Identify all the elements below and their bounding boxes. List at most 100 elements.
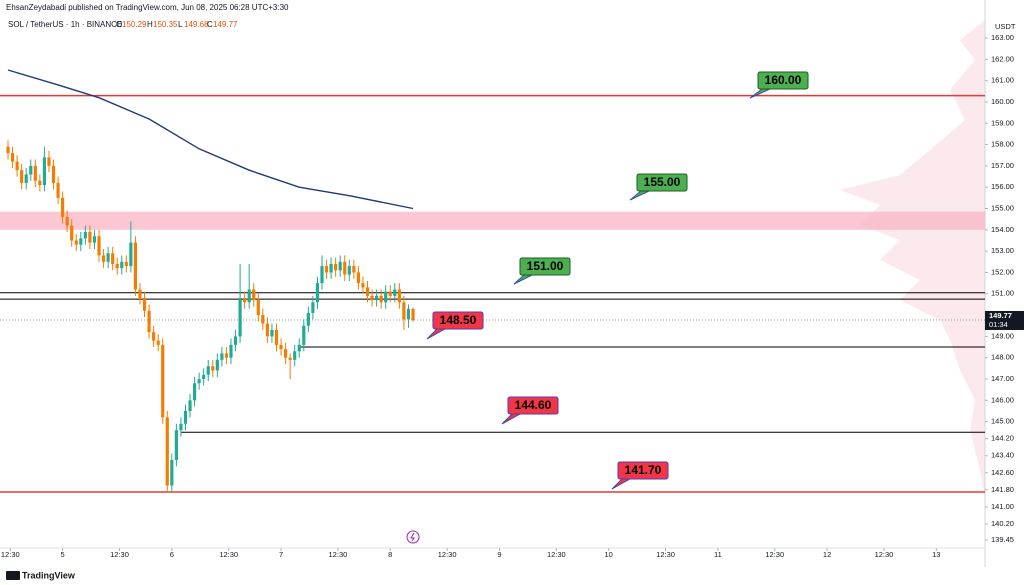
candle-body (83, 231, 87, 239)
y-tick-label: 151.00 (991, 289, 1014, 298)
footer-bar (0, 567, 1024, 585)
candle-body (270, 329, 274, 337)
y-tick-label: 145.00 (991, 417, 1014, 426)
ohlc-value: 149.68 (184, 20, 209, 29)
candle-body (402, 302, 406, 320)
x-tick-label: 12:30 (219, 550, 238, 559)
candle-body (188, 400, 192, 411)
candle-body (129, 242, 133, 267)
candle-body (197, 379, 201, 384)
callout-box (432, 311, 484, 330)
candle-body (311, 302, 315, 313)
x-tick-label: 11 (714, 550, 722, 559)
candle-body (142, 298, 147, 311)
candle-body (406, 308, 411, 320)
x-tick-label: 12:30 (547, 550, 566, 559)
candle-body (161, 344, 165, 418)
y-tick-label: 159.00 (991, 118, 1014, 127)
y-tick-label: 148.00 (991, 353, 1014, 362)
x-tick-label: 12:30 (765, 550, 784, 559)
candle-body (56, 182, 60, 198)
candle-body (165, 417, 169, 486)
candle-body (215, 359, 219, 371)
moving-average (7, 69, 414, 210)
candle-body (183, 410, 188, 424)
ohlc-value: 150.35 (153, 20, 178, 29)
y-tick-label: 149.00 (991, 331, 1014, 340)
candle-body (211, 366, 215, 371)
candle-body (379, 295, 383, 303)
candle-body (229, 344, 233, 358)
y-tick-label: 147.00 (991, 374, 1014, 383)
y-tick-label: 160.00 (991, 97, 1014, 106)
x-tick-label: 12:30 (656, 550, 675, 559)
candle-body (170, 459, 174, 486)
candle-body (320, 266, 324, 284)
ohlc-key: H (147, 20, 153, 29)
candle-body (24, 174, 28, 183)
publisher: EhsanZeydabadi published on TradingView.… (6, 3, 289, 12)
y-tick-label: 146.00 (991, 395, 1014, 404)
candle-body (51, 165, 56, 183)
y-tick-label: 156.00 (991, 182, 1014, 191)
candle-body (397, 289, 401, 303)
candle-body (38, 180, 42, 186)
x-tick-label: 8 (388, 550, 392, 559)
candle-body (238, 298, 242, 337)
candle-body (288, 357, 292, 360)
y-tick-label: 158.00 (991, 140, 1014, 149)
candle-body (206, 366, 210, 375)
ohlc-value: 150.29 (122, 20, 147, 29)
candle-body (297, 344, 301, 352)
y-tick-label: 139.45 (991, 535, 1014, 544)
candle-body (106, 253, 110, 262)
candle-body (315, 283, 320, 303)
candle-body (247, 289, 251, 303)
callout-label: 144.60 (515, 398, 552, 412)
candle-body (306, 312, 310, 326)
candle-body (347, 266, 351, 275)
brand-logo (6, 571, 20, 580)
candle-body (243, 298, 247, 303)
candle-body (279, 344, 283, 350)
candle-body (233, 336, 238, 345)
candle-body (33, 165, 37, 181)
ohlc-value: 149.77 (213, 20, 238, 29)
y-tick-label: 162.00 (991, 54, 1014, 63)
candle-body (120, 261, 124, 269)
candle-body (252, 289, 256, 301)
countdown: 01:34 (989, 320, 1008, 329)
callout-label: 148.50 (440, 313, 477, 327)
candle-body (10, 153, 15, 162)
callout-pointer (611, 478, 631, 490)
x-tick-label: 6 (170, 550, 174, 559)
candle-body (202, 374, 206, 380)
y-tick-label: 140.20 (991, 519, 1014, 528)
candle-body (192, 383, 197, 401)
symbol-title: SOL / TetherUS · 1h · BINANCE (8, 20, 122, 29)
x-tick-label: 12:30 (329, 550, 348, 559)
brand: TradingView (22, 570, 76, 580)
callout-pointer (749, 88, 771, 99)
callout-box (636, 173, 688, 192)
callout-pointer (426, 328, 446, 340)
candle-body (411, 308, 415, 320)
candle-body (224, 353, 229, 358)
candle-body (147, 310, 151, 333)
currency: USDT (995, 22, 1016, 31)
candle-body (220, 353, 224, 360)
y-tick-label: 157.00 (991, 161, 1014, 170)
candle-body (302, 325, 306, 345)
candle-body (274, 329, 279, 345)
candle-body (356, 272, 360, 284)
callout-pointer (629, 190, 650, 201)
callout-label: 160.00 (765, 73, 802, 87)
candle-body (115, 263, 119, 269)
x-tick-label: 12 (823, 550, 831, 559)
callout-label: 155.00 (644, 175, 681, 189)
candle-body (92, 236, 97, 243)
y-tick-label: 154.00 (991, 225, 1014, 234)
callout-box (757, 71, 809, 90)
